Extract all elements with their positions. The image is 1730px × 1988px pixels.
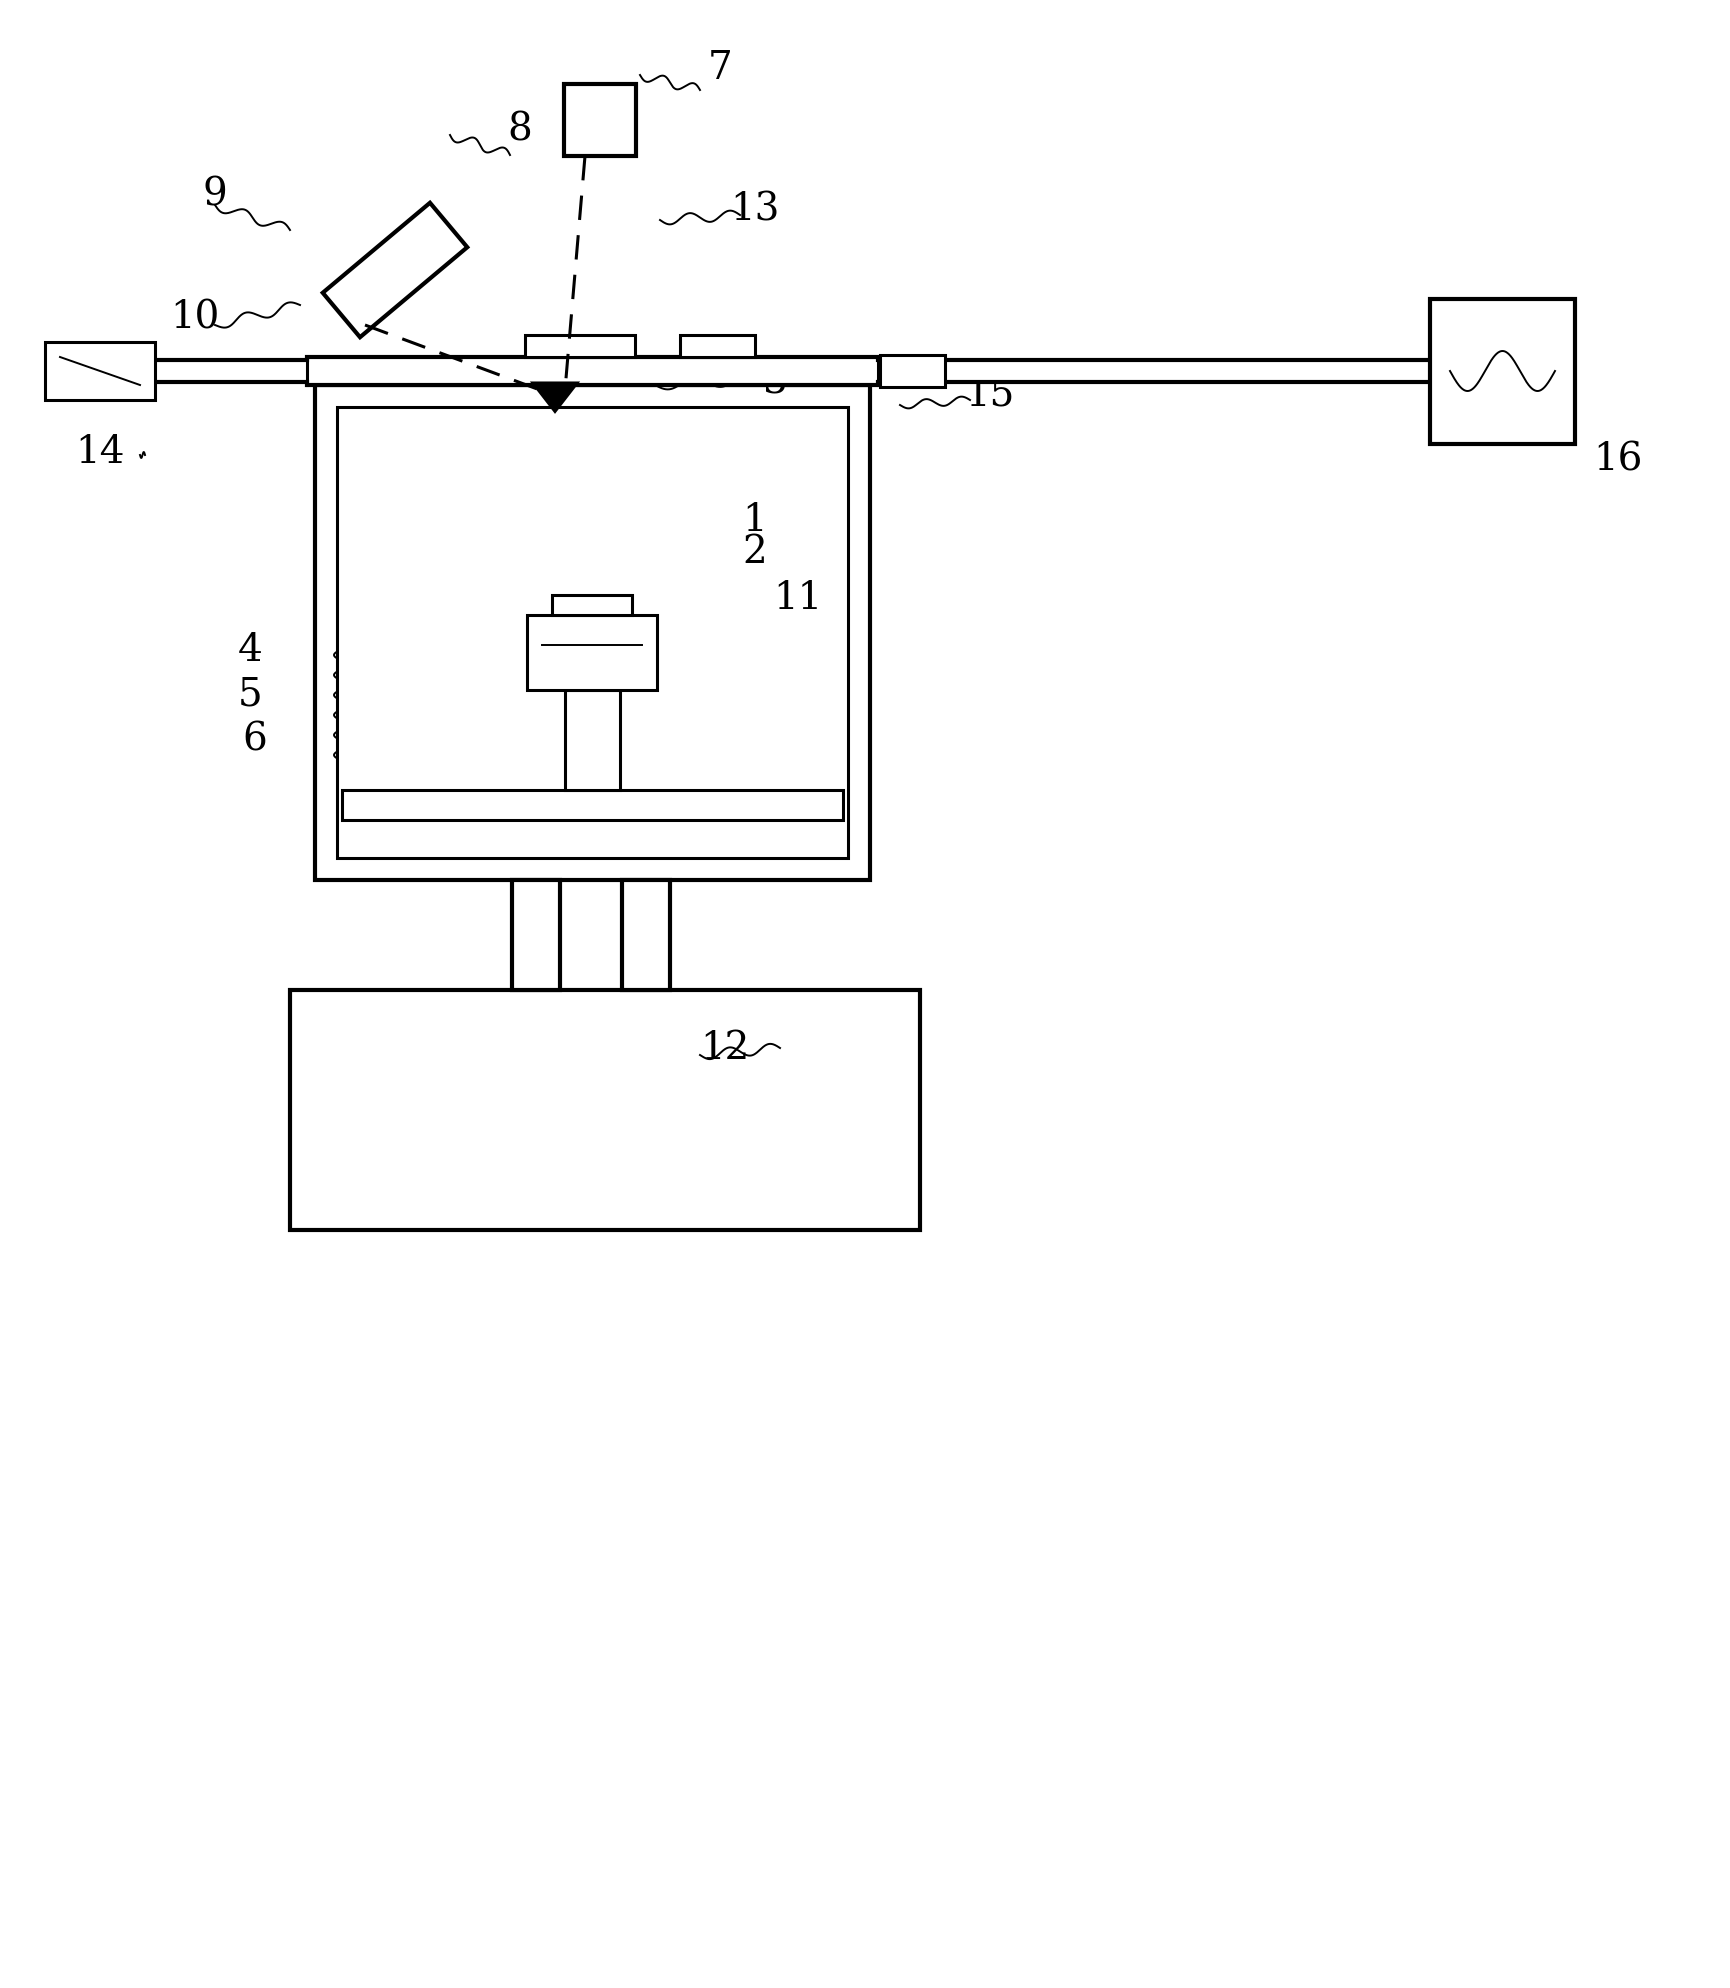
- Text: 7: 7: [708, 50, 732, 87]
- Bar: [881, 356, 945, 388]
- Polygon shape: [324, 203, 467, 338]
- Text: 15: 15: [965, 376, 1016, 414]
- Text: 5: 5: [237, 676, 263, 714]
- Text: 2: 2: [742, 533, 768, 571]
- Text: 9: 9: [202, 177, 227, 213]
- Bar: [564, 83, 637, 155]
- Text: 1: 1: [742, 501, 768, 539]
- Text: 6: 6: [242, 722, 268, 759]
- Bar: [566, 690, 619, 789]
- Bar: [343, 789, 843, 819]
- Text: 12: 12: [701, 1030, 749, 1066]
- Bar: [315, 386, 870, 881]
- Text: 11: 11: [773, 579, 823, 616]
- Bar: [524, 336, 635, 358]
- Bar: [45, 342, 156, 400]
- Text: 3: 3: [763, 364, 787, 402]
- Text: 10: 10: [170, 300, 220, 336]
- Bar: [623, 881, 670, 990]
- Bar: [291, 990, 920, 1231]
- Bar: [680, 336, 754, 358]
- Text: 14: 14: [74, 433, 125, 471]
- Polygon shape: [533, 384, 578, 412]
- Bar: [552, 594, 631, 614]
- Bar: [337, 408, 848, 859]
- Bar: [528, 614, 657, 690]
- Text: 4: 4: [237, 632, 263, 668]
- Bar: [1431, 298, 1574, 443]
- Bar: [512, 881, 561, 990]
- Text: 13: 13: [730, 191, 780, 229]
- Text: 16: 16: [1593, 441, 1644, 479]
- Text: 8: 8: [507, 111, 533, 149]
